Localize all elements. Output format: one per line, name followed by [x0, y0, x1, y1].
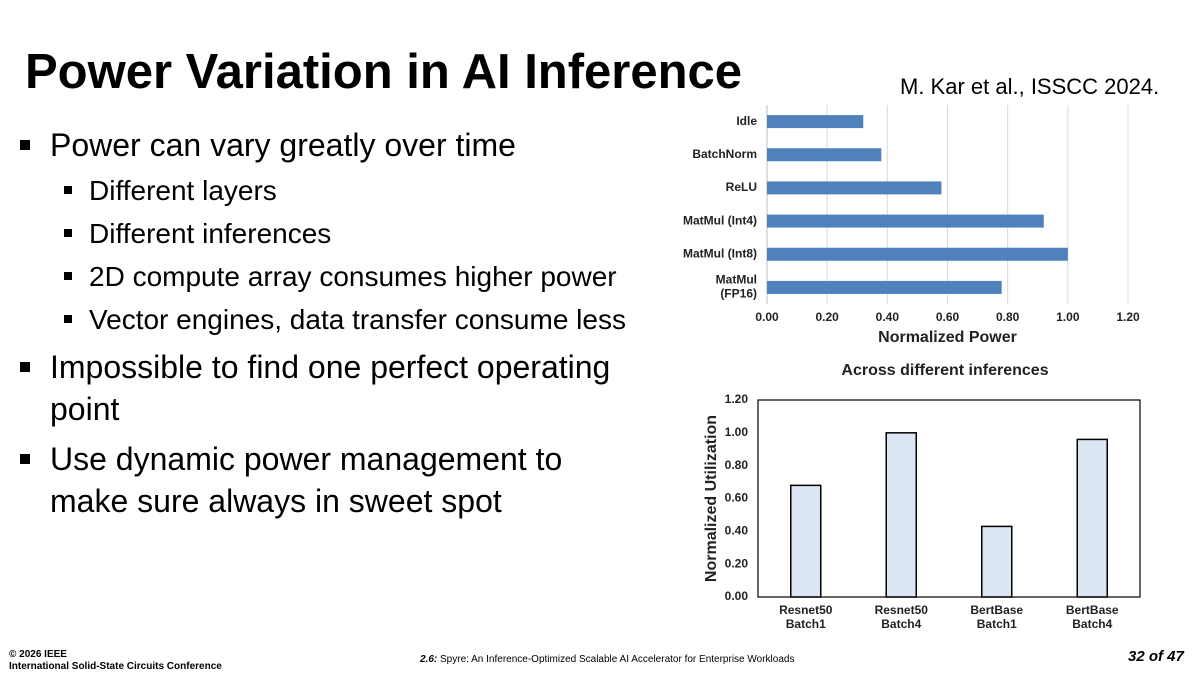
bullet: Power can vary greatly over time — [18, 124, 630, 166]
x-tick-label: 0.80 — [996, 310, 1020, 324]
bar — [981, 525, 1013, 598]
y-tick-label: 0.00 — [725, 589, 749, 603]
bar — [767, 148, 882, 162]
bullet: Vector engines, data transfer consume le… — [18, 301, 659, 338]
bar — [885, 432, 917, 598]
footer-left: © 2026 IEEE International Solid-State Ci… — [9, 649, 222, 673]
bullet: 2D compute array consumes higher power — [18, 258, 659, 295]
bullet: Impossible to find one perfect operating… — [18, 346, 630, 430]
y-tick-label: 0.60 — [725, 491, 749, 505]
y-tick-label: MatMul (Int8) — [683, 246, 757, 260]
citation: M. Kar et al., ISSCC 2024. — [900, 74, 1160, 99]
chart-title: Across different inferences — [841, 362, 1048, 379]
x-tick-label: 0.00 — [755, 310, 779, 324]
x-tick-label: 0.20 — [815, 310, 839, 324]
x-tick-label: Resnet50 Batch1 — [779, 603, 833, 631]
y-tick-label: 1.20 — [725, 392, 749, 406]
plot-frame — [757, 399, 1141, 598]
y-tick-label: Idle — [736, 114, 757, 128]
bullet-list: Power can vary greatly over time Differen… — [18, 116, 659, 522]
y-tick-label: 0.80 — [725, 458, 749, 472]
paper-title: Spyre: An Inference-Optimized Scalable A… — [437, 654, 795, 665]
x-tick-label: 0.60 — [936, 310, 960, 324]
x-tick-label: BertBase Batch4 — [1066, 603, 1119, 631]
bar — [767, 181, 942, 195]
conference: International Solid-State Circuits Confe… — [9, 661, 222, 672]
x-tick-label: Resnet50 Batch4 — [875, 603, 929, 631]
x-tick-label: 1.00 — [1056, 310, 1080, 324]
x-tick-label: BertBase Batch1 — [970, 603, 1023, 631]
bar — [767, 214, 1044, 228]
bullet: Use dynamic power management to make sur… — [18, 438, 630, 522]
y-tick-label: MatMul (Int4) — [683, 213, 757, 227]
y-tick-label: 0.20 — [725, 556, 749, 570]
session: 2.6: — [420, 654, 438, 665]
y-tick-label: MatMul (FP16) — [716, 273, 757, 301]
y-tick-label: ReLU — [726, 180, 757, 194]
y-tick-label: 0.40 — [725, 524, 749, 538]
y-tick-label: 1.00 — [725, 425, 749, 439]
page-number: 32 of 47 — [1128, 648, 1184, 665]
x-tick-label: 1.20 — [1116, 310, 1140, 324]
y-axis-label: Normalized Utilization — [703, 415, 720, 582]
y-tick-label: BatchNorm — [692, 147, 757, 161]
x-axis-label: Normalized Power — [878, 329, 1017, 346]
bullet: Different inferences — [18, 215, 659, 252]
x-tick-label: 0.40 — [876, 310, 900, 324]
bar — [767, 280, 1002, 294]
copyright: © 2026 IEEE — [9, 649, 67, 660]
footer-paper: 2.6: Spyre: An Inference-Optimized Scala… — [420, 654, 794, 666]
bar — [790, 484, 822, 598]
bar — [767, 247, 1068, 261]
bar — [767, 115, 864, 129]
slide-title: Power Variation in AI Inference — [25, 45, 743, 99]
bar — [1076, 438, 1108, 598]
bullet: Different layers — [18, 172, 659, 209]
